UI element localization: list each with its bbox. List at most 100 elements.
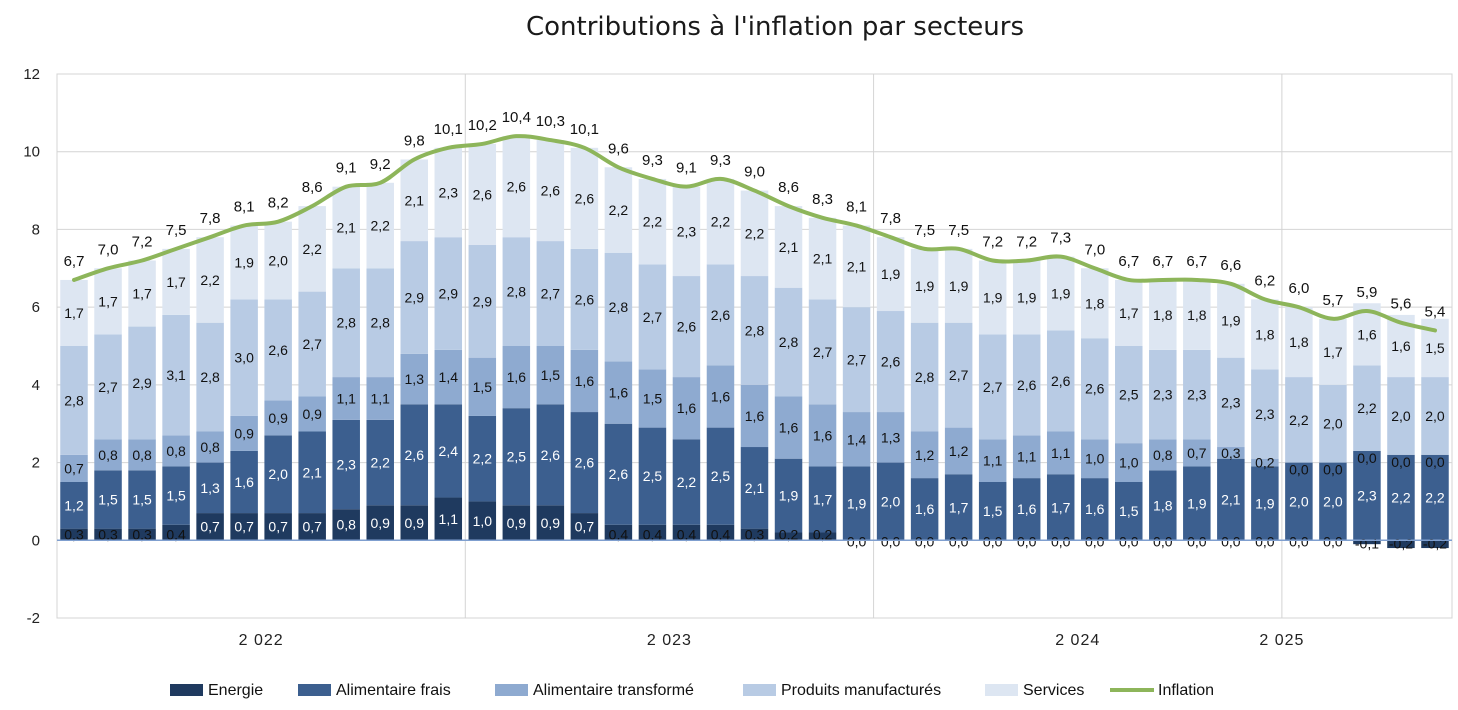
bar-alimentaire_frais	[706, 427, 735, 525]
inflation-line	[72, 134, 1437, 333]
data-label-services: 1,7	[1119, 305, 1139, 321]
x-year-label: 2 022	[239, 632, 284, 649]
data-label-energie: 0,4	[711, 526, 731, 542]
bar-alimentaire_transforme	[910, 431, 939, 479]
data-label-services: 1,8	[1289, 334, 1309, 350]
data-label-produits_manufactures: 2,7	[949, 367, 969, 383]
data-label-alimentaire_transforme: 0,8	[200, 439, 220, 455]
bar-alimentaire_transforme	[400, 353, 429, 405]
data-label-alimentaire_frais: 2,5	[507, 449, 527, 465]
bar-alimentaire_frais	[842, 466, 871, 541]
bar-energie	[128, 528, 156, 541]
data-label-services: 2,2	[200, 272, 220, 288]
bar-services	[536, 140, 565, 242]
legend-label-inflation: Inflation	[1158, 682, 1214, 699]
bar-produits_manufactures	[1217, 357, 1245, 448]
data-label-produits_manufactures: 2,8	[507, 284, 527, 300]
bar-alimentaire_frais	[298, 431, 326, 514]
data-label-alimentaire_transforme: 1,6	[813, 427, 833, 443]
inflation-label: 8,2	[268, 195, 289, 212]
data-label-energie: 0,4	[677, 526, 697, 542]
data-label-energie: 0,0	[1323, 533, 1343, 549]
data-label-services: 2,1	[847, 258, 867, 274]
inflation-label: 10,3	[536, 113, 565, 130]
data-label-produits_manufactures: 2,8	[336, 315, 356, 331]
data-label-alimentaire_transforme: 1,1	[1017, 449, 1037, 465]
data-label-alimentaire_transforme: 1,3	[405, 371, 425, 387]
data-label-alimentaire_frais: 1,5	[98, 491, 118, 507]
inflation-label: 6,2	[1254, 272, 1275, 289]
bar-energie	[434, 497, 463, 541]
data-label-energie: 0,0	[1017, 533, 1037, 549]
data-label-services: 2,1	[405, 192, 425, 208]
inflation-label: 6,0	[1288, 280, 1309, 297]
data-label-energie: 0,7	[268, 519, 288, 535]
bar-alimentaire_transforme	[842, 412, 871, 467]
bar-alimentaire_transforme	[298, 396, 326, 432]
data-label-alimentaire_transforme: 1,6	[575, 373, 595, 389]
data-label-produits_manufactures: 2,9	[405, 289, 425, 305]
bar-energie	[570, 513, 599, 541]
bar-alimentaire_frais	[638, 427, 667, 525]
bar-produits_manufactures	[706, 264, 735, 366]
data-label-services: 2,6	[541, 183, 561, 199]
data-label-services: 2,1	[336, 219, 356, 235]
data-label-produits_manufactures: 2,7	[847, 352, 867, 368]
data-label-services: 2,6	[473, 186, 493, 202]
bar-alimentaire_transforme	[196, 431, 224, 463]
bar-alimentaire_transforme	[740, 384, 769, 448]
data-label-energie: 0,3	[64, 526, 84, 542]
bar-services	[1012, 260, 1041, 335]
data-label-produits_manufactures: 2,2	[1357, 400, 1377, 416]
bar-alimentaire_frais	[944, 474, 973, 541]
inflation-label: 6,7	[1152, 253, 1173, 270]
inflation-label: 8,1	[234, 199, 255, 216]
data-label-services: 1,9	[1221, 313, 1241, 329]
bar-services	[740, 190, 769, 277]
bar-alimentaire_frais	[502, 408, 531, 506]
bar-alimentaire_frais	[1353, 450, 1381, 541]
data-label-energie: 0,9	[541, 515, 561, 531]
inflation-label: 9,6	[608, 140, 629, 157]
data-label-alimentaire_frais: 1,9	[779, 488, 799, 504]
data-label-alimentaire_frais: 1,8	[1153, 497, 1173, 513]
data-label-alimentaire_frais: 2,2	[473, 451, 493, 467]
data-label-alimentaire_transforme: 1,6	[507, 369, 527, 385]
bar-alimentaire_transforme	[1251, 458, 1279, 467]
inflation-label: 8,6	[778, 179, 799, 196]
inflation-label: 7,3	[1050, 230, 1071, 247]
data-label-alimentaire_transforme: 1,4	[439, 369, 459, 385]
bar-services	[196, 237, 224, 323]
data-label-alimentaire_transforme: 0,8	[132, 447, 152, 463]
bar-alimentaire_transforme	[1115, 443, 1143, 482]
bar-produits_manufactures	[604, 252, 633, 362]
x-year-label: 2 024	[1055, 632, 1100, 649]
data-label-services: 1,7	[166, 274, 186, 290]
bar-services	[978, 260, 1007, 335]
legend: Energie Alimentaire frais Alimentaire tran…	[170, 682, 1214, 699]
bar-energie	[706, 524, 735, 541]
bar-alimentaire_frais	[604, 423, 633, 525]
inflation-label: 10,2	[468, 117, 497, 134]
data-label-alimentaire_transforme: 0,7	[1187, 445, 1207, 461]
inflation-label: 8,6	[302, 179, 323, 196]
data-label-alimentaire_transforme: 0,0	[1425, 454, 1445, 470]
bar-produits_manufactures	[570, 248, 599, 350]
inflation-label: 7,5	[166, 222, 187, 239]
data-label-services: 2,2	[302, 241, 322, 257]
data-label-alimentaire_transforme: 0,8	[166, 443, 186, 459]
bar-alimentaire_frais	[740, 447, 769, 529]
inflation-label: 9,2	[370, 156, 391, 173]
data-label-services: 2,2	[370, 218, 390, 234]
inflation-label: 6,7	[1186, 253, 1207, 270]
data-label-alimentaire_transforme: 1,1	[336, 390, 356, 406]
data-label-alimentaire_transforme: 1,3	[881, 429, 901, 445]
data-label-energie: 0,7	[575, 519, 595, 535]
bar-energie	[1353, 540, 1381, 545]
y-tick-label: 2	[32, 455, 40, 472]
legend-swatch-alimentaire_frais	[298, 684, 331, 696]
bar-alimentaire_transforme	[60, 454, 88, 482]
data-label-energie: 1,0	[473, 513, 493, 529]
data-label-produits_manufactures: 3,0	[234, 350, 254, 366]
bar-energie	[60, 528, 88, 541]
